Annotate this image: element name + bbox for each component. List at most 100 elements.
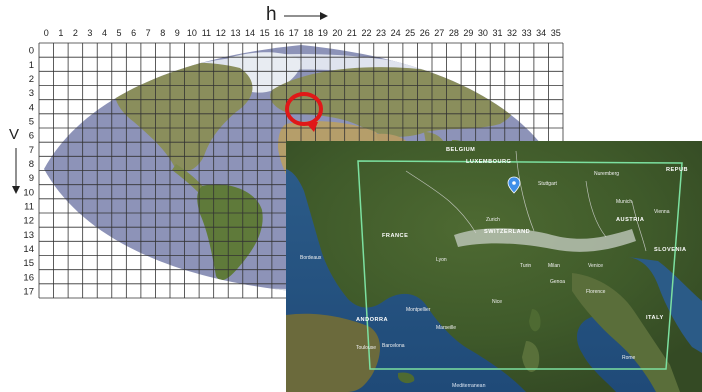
city-label: Toulouse (356, 345, 376, 351)
city-label: Marseille (436, 325, 456, 331)
h-tick-label: 25 (405, 28, 415, 38)
tile-boundary (357, 160, 683, 370)
satellite-inset: BELGIUM LUXEMBOURG FRANCE SWITZERLAND AUSTRI… (286, 141, 702, 392)
h-tick-label: 3 (87, 28, 92, 38)
iberia-land (286, 313, 380, 392)
satellite-land (286, 141, 702, 392)
adriatic-sea (628, 257, 702, 353)
v-tick-label: 5 (29, 116, 34, 127)
country-label: FRANCE (382, 233, 408, 239)
h-tick-label: 26 (420, 28, 430, 38)
country-label: SWITZERLAND (484, 229, 530, 235)
h-axis-label: h (266, 4, 277, 25)
city-label: Bordeaux (300, 255, 322, 261)
h-tick-label: 2 (73, 28, 78, 38)
balearic-islands (398, 372, 415, 384)
highlighted-tile-marker (285, 92, 323, 132)
h-tick-label: 19 (318, 28, 328, 38)
h-tick-label: 24 (391, 28, 401, 38)
h-tick-label: 13 (230, 28, 240, 38)
city-label: Zurich (486, 217, 500, 223)
h-tick-label: 10 (187, 28, 197, 38)
satellite-image: BELGIUM LUXEMBOURG FRANCE SWITZERLAND AUSTRI… (286, 141, 702, 392)
alps-snow (454, 228, 636, 252)
h-tick-label: 27 (434, 28, 444, 38)
land-eurasia (270, 67, 515, 137)
h-tick-label: 8 (160, 28, 165, 38)
v-tick-label: 1 (29, 60, 34, 71)
h-tick-label: 29 (463, 28, 473, 38)
h-tick-label: 0 (44, 28, 49, 38)
h-tick-label: 6 (131, 28, 136, 38)
v-tick-label: 14 (23, 244, 34, 255)
v-tick-label: 0 (29, 46, 34, 57)
sea-label: Mediterranean (452, 383, 486, 389)
land-north-america (114, 62, 253, 172)
h-tick-labels: 0 1 2 3 4 5 6 7 8 9 10 11 12 13 14 15 16 17 18 19 20 21 22 23 24… (44, 28, 561, 38)
h-tick-label: 31 (492, 28, 502, 38)
city-label: Genoa (550, 279, 565, 285)
h-tick-label: 34 (536, 28, 546, 38)
v-tick-label: 16 (23, 272, 34, 283)
sardinia (522, 341, 540, 372)
h-tick-label: 20 (332, 28, 342, 38)
country-label: AUSTRIA (616, 217, 644, 223)
v-axis-label: V (9, 126, 20, 143)
italy-land (572, 273, 680, 392)
v-tick-label: 15 (23, 258, 34, 269)
h-tick-label: 32 (507, 28, 517, 38)
city-label: Stuttgart (538, 181, 558, 187)
corsica (529, 309, 541, 332)
h-tick-label: 11 (202, 28, 211, 38)
h-tick-label: 18 (303, 28, 313, 38)
v-tick-label: 17 (23, 286, 34, 297)
h-tick-label: 16 (274, 28, 284, 38)
satellite-place-labels: BELGIUM LUXEMBOURG FRANCE SWITZERLAND AUSTRI… (300, 147, 688, 389)
country-label: SLOVENIA (654, 247, 687, 253)
v-axis-arrow (12, 148, 20, 194)
h-tick-label: 12 (216, 28, 226, 38)
city-label: Munich (616, 199, 632, 205)
v-tick-label: 9 (29, 173, 34, 184)
h-axis-arrow (284, 12, 328, 20)
city-label: Milan (548, 263, 560, 269)
city-label: Montpellier (406, 307, 431, 313)
city-label: Nuremberg (594, 171, 619, 177)
h-tick-label: 22 (361, 28, 371, 38)
country-label: ITALY (646, 315, 664, 321)
v-tick-label: 8 (29, 159, 34, 170)
v-tick-label: 11 (24, 201, 34, 212)
city-label: Vienna (654, 209, 670, 215)
city-label: Nice (492, 299, 502, 305)
land-central-america (172, 164, 206, 194)
h-tick-label: 1 (58, 28, 63, 38)
h-tick-label: 7 (146, 28, 151, 38)
h-tick-label: 23 (376, 28, 386, 38)
h-tick-label: 28 (449, 28, 459, 38)
city-label: Venice (588, 263, 603, 269)
border-lines (405, 150, 647, 252)
h-tick-label: 4 (102, 28, 107, 38)
h-tick-label: 35 (551, 28, 561, 38)
h-tick-label: 14 (245, 28, 255, 38)
city-label: Lyon (436, 257, 447, 263)
h-tick-label: 30 (478, 28, 488, 38)
country-label: ANDORRA (356, 317, 388, 323)
v-tick-label: 6 (29, 131, 34, 142)
v-tick-label: 12 (23, 216, 34, 227)
v-tick-label: 13 (23, 230, 34, 241)
v-tick-label: 10 (23, 187, 34, 198)
country-label: LUXEMBOURG (466, 159, 511, 165)
city-label: Rome (622, 355, 636, 361)
location-pin-icon (507, 176, 521, 194)
h-tick-label: 17 (289, 28, 299, 38)
country-label: REPUB (666, 167, 688, 173)
city-label: Turin (520, 263, 531, 269)
h-tick-label: 33 (522, 28, 532, 38)
h-tick-label: 21 (347, 28, 357, 38)
v-tick-label: 7 (29, 145, 34, 156)
h-tick-label: 15 (260, 28, 270, 38)
city-label: Florence (586, 289, 606, 295)
v-tick-label: 4 (29, 102, 34, 113)
